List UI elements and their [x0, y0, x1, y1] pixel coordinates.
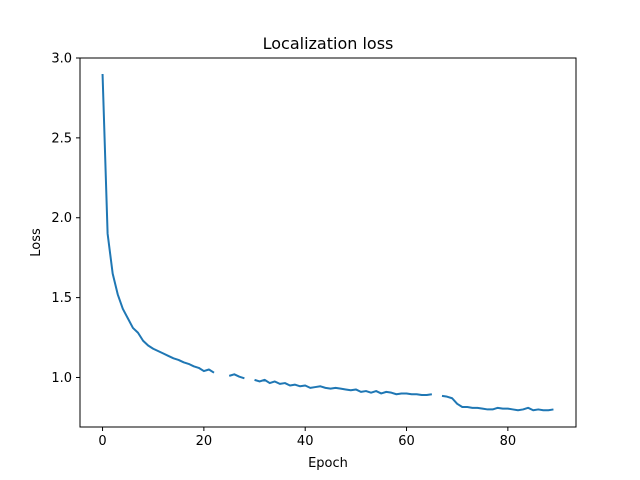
x-tick-label: 40	[297, 434, 314, 449]
x-axis-ticks: 0 20 40 60 80	[98, 427, 516, 449]
series-line-segment	[441, 394, 554, 412]
series-line-segment	[228, 373, 245, 380]
x-tick-label: 0	[98, 434, 106, 449]
y-tick-label: 1.5	[51, 291, 72, 306]
y-tick-label: 2.0	[51, 211, 72, 226]
series-layer	[101, 73, 554, 412]
x-tick-label: 60	[398, 434, 415, 449]
x-axis-label: Epoch	[308, 456, 348, 471]
y-axis-label: Loss	[29, 228, 44, 257]
series-line-segment	[101, 73, 215, 374]
x-tick-label: 80	[500, 434, 517, 449]
y-axis-ticks: 1.0 1.5 2.0 2.5 3.0	[51, 52, 80, 386]
plot-frame	[79, 57, 577, 428]
series-line-segment	[254, 378, 433, 397]
y-tick-label: 3.0	[51, 52, 72, 67]
y-tick-label: 2.5	[51, 131, 72, 146]
x-tick-label: 20	[196, 434, 213, 449]
plot-area	[80, 58, 576, 427]
chart-title: Localization loss	[263, 34, 394, 53]
y-tick-label: 1.0	[51, 371, 72, 386]
